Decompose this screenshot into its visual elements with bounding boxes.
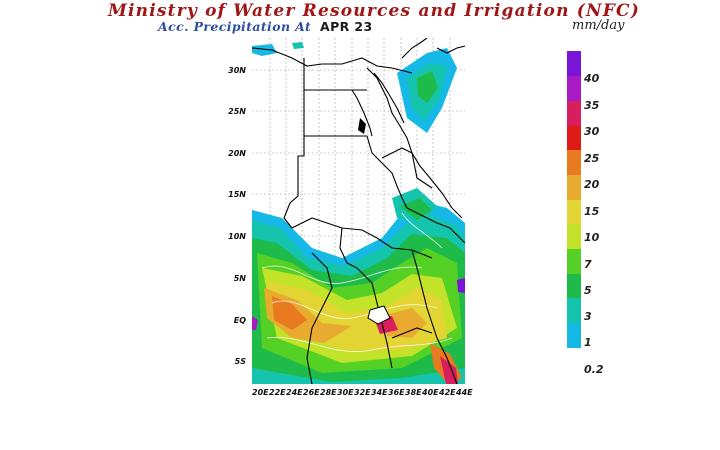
colorbar-segment: [567, 75, 581, 101]
colorbar-label: 25: [584, 152, 600, 165]
precip-field-north: [252, 42, 457, 133]
colorbar-label: 3: [584, 310, 592, 323]
colorbar-segment: [567, 297, 581, 324]
lon-label: 40E: [422, 388, 439, 397]
lon-label: 34E: [371, 388, 388, 397]
colorbar-segment: [567, 248, 581, 274]
colorbar-label: 40: [584, 72, 600, 85]
lake-victoria: [367, 305, 391, 325]
colorbar-label: 30: [584, 125, 600, 138]
lon-label: 36E: [388, 388, 405, 397]
subtitle-text: Acc. Precipitation At: [158, 19, 312, 34]
colorbar-label: 0.2: [584, 363, 604, 376]
colorbar-segment: [567, 223, 581, 250]
precip-colorbar: [567, 51, 581, 373]
lon-label: 20E: [252, 388, 269, 397]
map-title: Ministry of Water Resources and Irrigati…: [108, 1, 640, 21]
colorbar-segment: [567, 149, 581, 175]
lat-label: EQ: [233, 316, 246, 325]
lat-label: 25N: [228, 107, 246, 116]
colorbar-label: 1: [584, 336, 592, 349]
colorbar-segment: [567, 51, 581, 77]
colorbar-segment: [567, 100, 581, 126]
lon-label: 32E: [354, 388, 371, 397]
longitude-labels: 20E 22E 24E 26E 28E 30E 32E 34E 36E 38E …: [252, 388, 482, 400]
lon-label: 44E: [456, 388, 473, 397]
lat-label: 5N: [233, 274, 246, 283]
colorbar-label: 15: [584, 205, 600, 218]
colorbar-segment: [567, 199, 581, 225]
colorbar-segment: [567, 174, 581, 200]
lat-label: 10N: [228, 232, 246, 241]
colorbar-label: 35: [584, 99, 600, 112]
lon-label: 24E: [286, 388, 303, 397]
lon-label: 42E: [439, 388, 456, 397]
colorbar-segment: [567, 322, 581, 348]
colorbar-label: 20: [584, 178, 600, 191]
units-label: mm/day: [572, 18, 625, 33]
colorbar-segment: [567, 347, 581, 373]
lon-label: 28E: [320, 388, 337, 397]
lon-label: 38E: [405, 388, 422, 397]
lon-label: 30E: [337, 388, 354, 397]
lon-label: 22E: [269, 388, 286, 397]
lat-label: 5S: [234, 357, 246, 366]
colorbar-label: 10: [584, 231, 600, 244]
precipitation-map: [252, 38, 465, 384]
colorbar-segment: [567, 125, 581, 151]
colorbar-label: 5: [584, 284, 592, 297]
lake-nasser: [358, 118, 366, 134]
colorbar-segment: [567, 273, 581, 299]
lat-label: 20N: [228, 149, 246, 158]
map-subtitle: Acc. Precipitation At APR 23: [158, 19, 373, 34]
lat-label: 30N: [228, 66, 246, 75]
lat-label: 15N: [228, 190, 246, 199]
date-label: APR 23: [320, 19, 373, 34]
lon-label: 26E: [303, 388, 320, 397]
colorbar-label: 7: [584, 258, 592, 271]
